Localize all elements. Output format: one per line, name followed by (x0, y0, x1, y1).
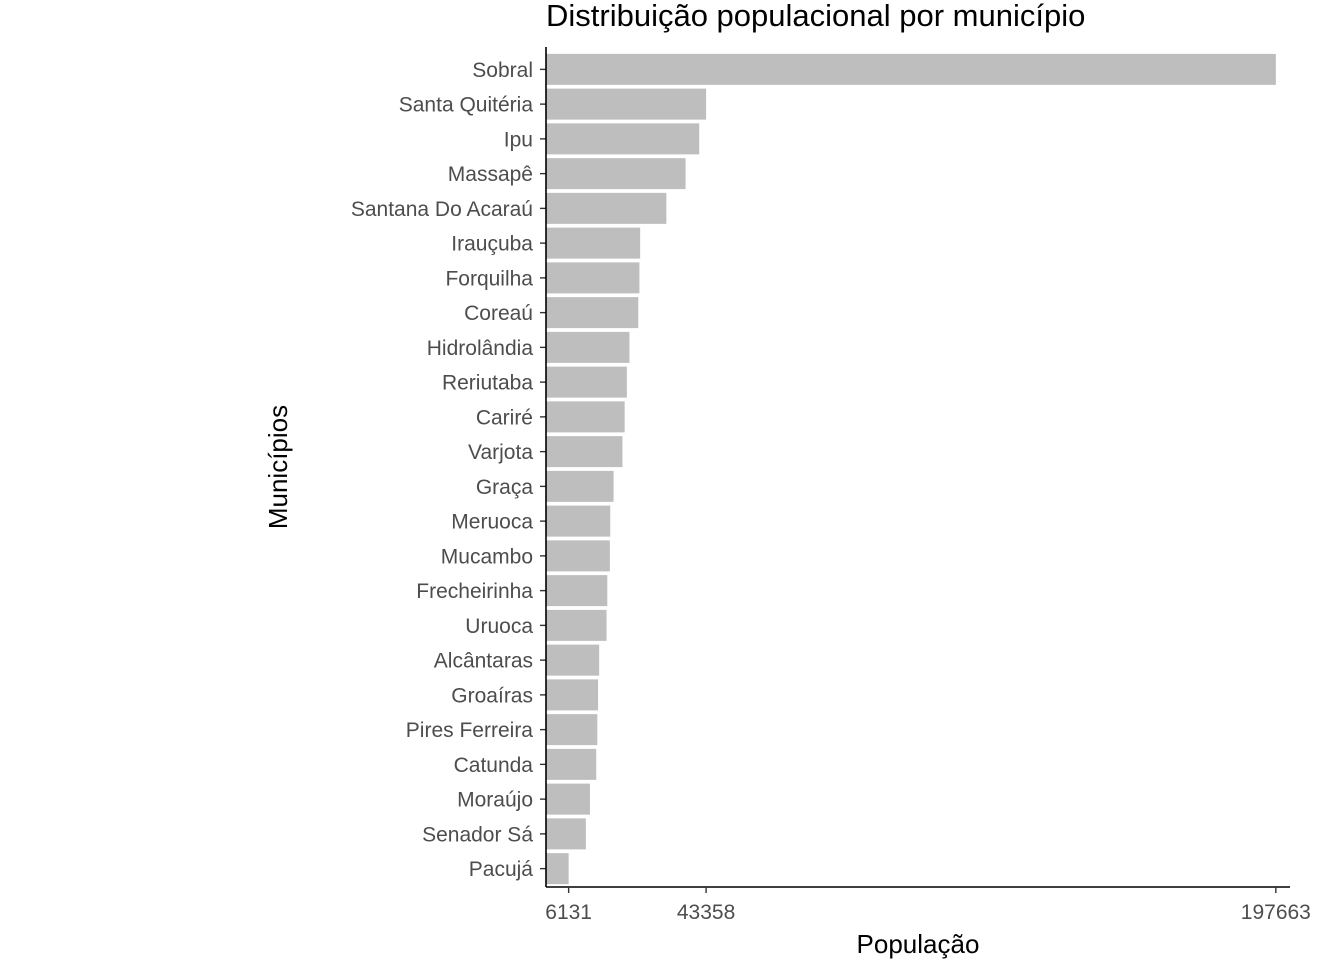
x-axis-title: População (857, 929, 980, 959)
bar-7 (546, 297, 639, 329)
bar-1 (546, 88, 707, 120)
bar-12 (546, 470, 614, 502)
category-label-10: Cariré (476, 406, 533, 429)
x-axis-ticks: 6131 43358 197663 (545, 887, 1311, 924)
bar-14 (546, 540, 610, 572)
category-label-0: Sobral (472, 59, 533, 82)
category-label-13: Meruoca (451, 511, 533, 534)
y-axis-ticks (540, 68, 546, 870)
bar-8 (546, 331, 630, 363)
bar-15 (546, 575, 608, 607)
category-label-6: Forquilha (445, 267, 533, 290)
category-label-22: Senador Sá (422, 823, 533, 846)
category-label-21: Moraújo (457, 789, 533, 812)
bar-3 (546, 158, 686, 190)
bar-0 (546, 53, 1276, 85)
category-label-18: Groaíras (451, 684, 533, 707)
bar-21 (546, 783, 590, 815)
category-label-17: Alcântaras (434, 650, 533, 673)
category-label-12: Graça (476, 476, 534, 499)
bar-5 (546, 227, 641, 259)
category-label-11: Varjota (468, 441, 533, 464)
category-label-8: Hidrolândia (427, 337, 534, 360)
category-label-15: Frecheirinha (416, 580, 533, 603)
bar-9 (546, 366, 627, 398)
bar-6 (546, 262, 640, 294)
category-label-4: Santana Do Acaraú (351, 198, 533, 221)
category-label-2: Ipu (504, 128, 533, 151)
bar-11 (546, 436, 623, 468)
category-label-20: Catunda (454, 754, 534, 777)
bar-18 (546, 679, 599, 711)
y-axis-title: Municípios (263, 405, 293, 529)
bar-10 (546, 401, 625, 433)
bar-17 (546, 644, 600, 676)
bar-2 (546, 123, 700, 155)
x-tick-label-0: 6131 (545, 901, 592, 924)
category-label-5: Irauçuba (451, 233, 533, 256)
category-labels: Sobral Santa Quitéria Ipu Massapê Santana Do… (351, 59, 533, 881)
category-label-9: Reriutaba (442, 372, 533, 395)
bars-layer (546, 53, 1276, 885)
bar-4 (546, 192, 667, 224)
bar-16 (546, 609, 607, 641)
x-tick-label-1: 43358 (677, 901, 735, 924)
bar-22 (546, 818, 586, 850)
x-tick-label-2: 197663 (1241, 901, 1311, 924)
category-label-1: Santa Quitéria (399, 94, 534, 117)
category-label-16: Uruoca (465, 615, 533, 638)
category-label-14: Mucambo (441, 545, 533, 568)
category-label-19: Pires Ferreira (406, 719, 534, 742)
chart-title: Distribuição populacional por município (546, 0, 1085, 33)
category-label-23: Pacujá (469, 858, 534, 881)
category-label-7: Coreaú (464, 302, 533, 325)
bar-23 (546, 853, 569, 885)
bar-20 (546, 748, 597, 780)
bar-19 (546, 714, 598, 746)
category-label-3: Massapê (448, 163, 533, 186)
bar-13 (546, 505, 611, 537)
